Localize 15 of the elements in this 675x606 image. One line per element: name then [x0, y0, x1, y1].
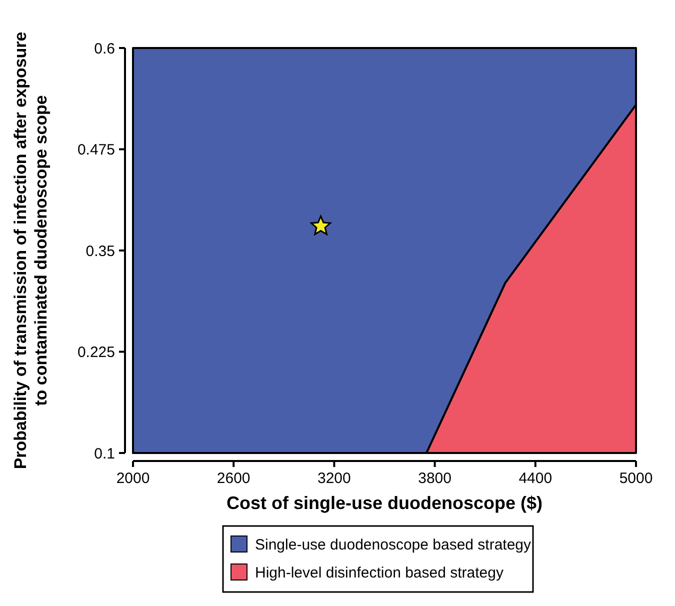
y-tick-label: 0.6	[94, 40, 115, 58]
y-tick-label: 0.1	[94, 445, 115, 462]
y-tick-label: 0.225	[77, 344, 115, 361]
x-axis-title: Cost of single-use duodenoscope ($)	[226, 493, 543, 513]
x-tick-label: 5000	[619, 470, 653, 487]
x-tick-label: 2000	[116, 470, 150, 487]
y-tick-label: 0.475	[77, 142, 115, 158]
x-tick-label: 2600	[216, 470, 250, 487]
legend-label: Single-use duodenoscope based strategy	[255, 536, 532, 554]
y-tick-label: 0.35	[86, 242, 115, 260]
x-tick-label: 3800	[418, 470, 452, 487]
legend-label: High-level disinfection based strategy	[255, 564, 504, 582]
x-tick-label: 3200	[318, 470, 351, 487]
y-axis-title: Probability of transmission of infection after exposure to contaminated duodenoscope scope	[11, 32, 50, 470]
x-tick-label: 4400	[518, 470, 552, 487]
